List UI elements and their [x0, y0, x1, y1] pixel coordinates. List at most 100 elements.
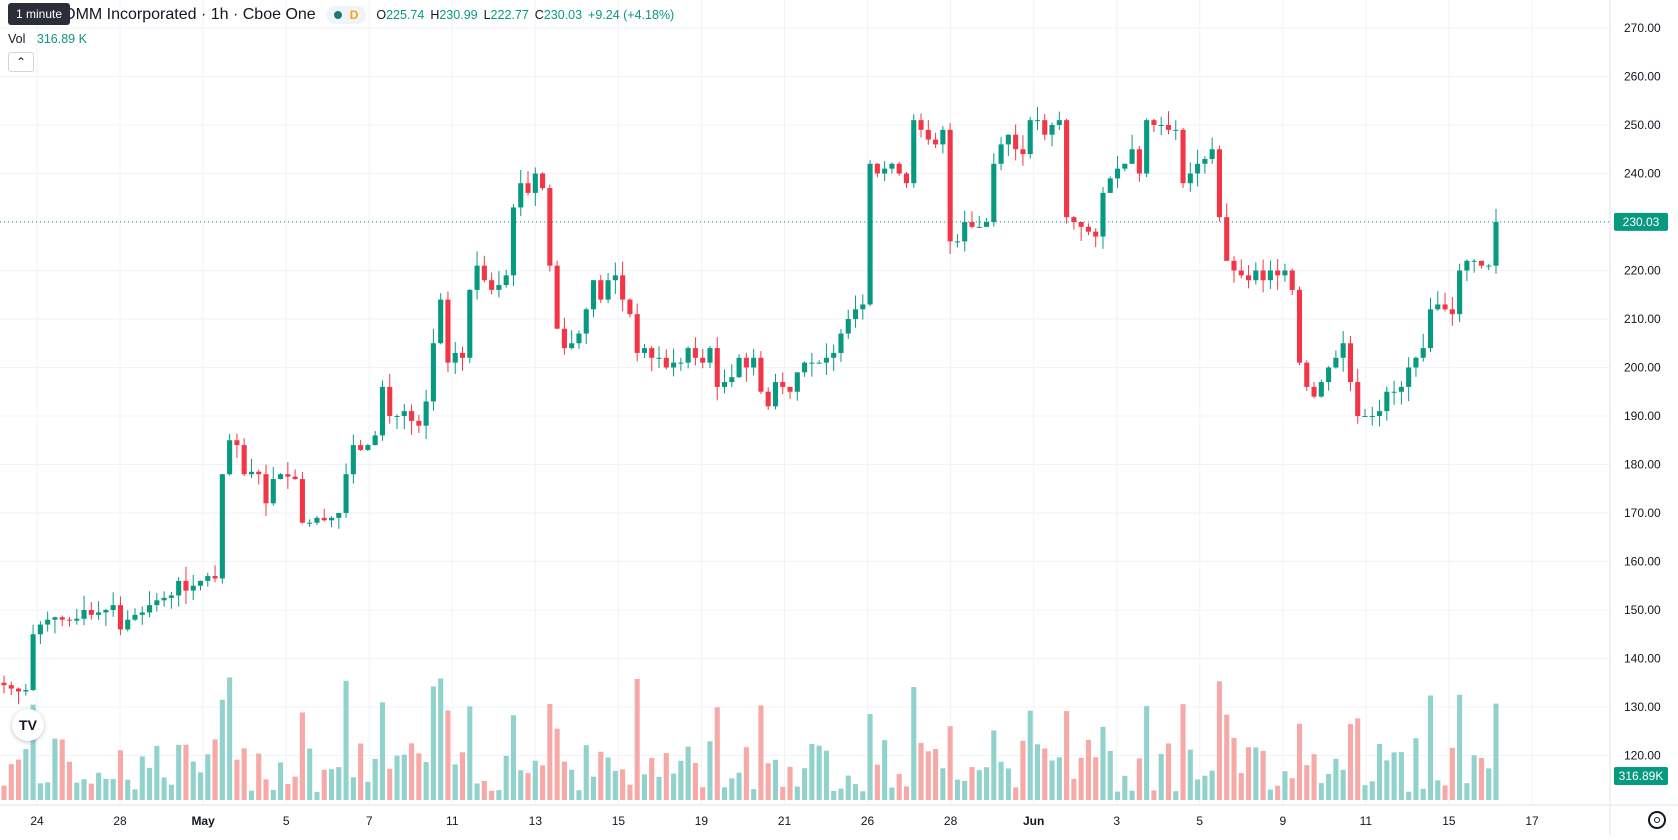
volume-bar [1238, 773, 1244, 800]
candle-body [147, 605, 153, 613]
volume-bar [503, 755, 509, 800]
candle-body [918, 120, 924, 130]
candle-body [634, 314, 640, 353]
candle-body [1471, 260, 1477, 262]
open-value: 225.74 [386, 8, 425, 22]
volume-bar [183, 744, 189, 800]
symbol-title[interactable]: QUALCOMM Incorporated · 1h · Cboe One [8, 6, 316, 23]
candle-body [270, 479, 276, 504]
candle-body [1347, 343, 1353, 383]
candle-body [154, 600, 160, 606]
volume-bar [1165, 743, 1172, 800]
collapse-legend-button[interactable]: ⌃ [8, 52, 34, 72]
volume-bar [729, 778, 735, 800]
volume-bar [445, 710, 451, 800]
volume-bar [1034, 744, 1041, 800]
candle-body [802, 362, 808, 373]
volume-bar [569, 769, 575, 800]
volume-bar [947, 726, 953, 800]
candle-body [401, 411, 407, 416]
volume-bar [845, 775, 851, 800]
time-tick-label: 9 [1279, 814, 1286, 828]
candle-body [903, 173, 910, 184]
volume-bar [751, 789, 757, 800]
market-status[interactable]: D [325, 6, 367, 24]
time-tick-label: 11 [446, 814, 459, 828]
volume-bar [1347, 723, 1353, 800]
candle-body [438, 299, 444, 344]
candle-body [1377, 411, 1383, 416]
interval-tooltip: 1 minute [8, 3, 71, 25]
candle-body [1202, 158, 1208, 164]
price-tick-label: 170.00 [1624, 506, 1661, 520]
volume-bar [561, 761, 567, 800]
volume-bar [1304, 765, 1310, 800]
candle-body [1122, 163, 1128, 169]
volume-bar [30, 704, 36, 800]
volume-bar [1464, 783, 1470, 800]
candle-body [66, 619, 73, 621]
volume-bar [969, 767, 975, 800]
tradingview-logo-icon[interactable]: TV [12, 709, 44, 741]
volume-bar [962, 780, 968, 800]
candle-body [387, 386, 393, 416]
candle-body [867, 163, 873, 305]
candle-body [1413, 357, 1419, 368]
candle-body [1464, 260, 1470, 271]
candle-body [328, 517, 335, 521]
volume-bar [1195, 779, 1201, 800]
candle-body [1340, 343, 1346, 358]
volume-bar [81, 779, 87, 800]
volume-bar [1078, 757, 1084, 800]
volume-bar [241, 748, 247, 800]
candle-body [1005, 134, 1011, 145]
chevron-up-icon: ⌃ [15, 55, 27, 69]
gear-icon[interactable] [1648, 811, 1666, 829]
candle-body [1449, 309, 1455, 315]
volume-bar [74, 782, 80, 800]
candle-body [190, 585, 196, 591]
time-tick-label: 5 [1196, 814, 1203, 828]
volume-bar [547, 703, 553, 800]
volume-bar [379, 702, 386, 800]
candle-body [736, 357, 742, 378]
candle-body [365, 445, 371, 450]
candle-body [707, 348, 713, 363]
volume-bar [489, 790, 495, 800]
candle-body [751, 357, 757, 368]
candle-body [96, 612, 102, 615]
volume-bar [809, 743, 815, 800]
volume-bar [467, 706, 473, 800]
volume-bar [1442, 785, 1448, 800]
volume-bar [831, 790, 837, 800]
volume-bar [838, 788, 844, 800]
volume-bar [1173, 791, 1179, 800]
candle-body [947, 129, 953, 242]
volume-bar [1187, 749, 1193, 800]
candle-body [700, 357, 706, 363]
change-value: +9.24 (+4.18%) [588, 8, 675, 22]
volume-bar [1064, 711, 1070, 800]
volume-bar [125, 779, 131, 800]
candle-body [823, 357, 829, 363]
volume-bar [190, 761, 196, 800]
candle-body [1427, 309, 1434, 349]
volume-bar [176, 744, 182, 800]
time-tick-label: 5 [283, 814, 290, 828]
candle-body [88, 610, 94, 615]
volume-bar [438, 678, 444, 800]
candle-body [1457, 270, 1463, 315]
candle-body [1100, 192, 1106, 237]
volume-bar [976, 770, 982, 800]
price-tick-label: 220.00 [1624, 264, 1661, 278]
volume-bar [1245, 747, 1252, 800]
close-value: 230.03 [543, 8, 583, 22]
volume-bar [590, 776, 597, 800]
candle-body [1311, 386, 1317, 397]
price-tick-label: 190.00 [1624, 409, 1661, 423]
candle-body [1151, 120, 1157, 125]
volume-bar [1457, 694, 1463, 800]
volume-bar [612, 770, 618, 800]
